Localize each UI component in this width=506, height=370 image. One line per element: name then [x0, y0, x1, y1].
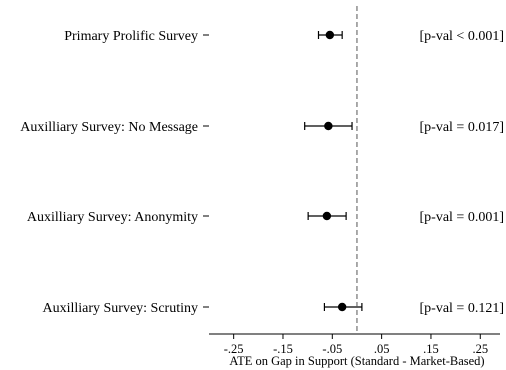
estimate-row: Auxilliary Survey: Anonymity [p-val = 0.0…	[27, 210, 504, 225]
p-value-label: [p-val = 0.121]	[420, 301, 505, 316]
x-tick-label: .05	[374, 342, 390, 356]
x-tick-label: .25	[472, 342, 488, 356]
x-tick-label: -.25	[224, 342, 244, 356]
point-estimate	[325, 30, 335, 40]
x-tick-label: .15	[423, 342, 439, 356]
category-label: Auxilliary Survey: Scrutiny	[42, 301, 198, 316]
estimate-row: Auxilliary Survey: Scrutiny [p-val = 0.12…	[42, 301, 504, 316]
point-estimate	[337, 302, 347, 312]
point-estimate	[322, 211, 332, 221]
x-axis-label: ATE on Gap in Support (Standard - Market…	[229, 354, 484, 368]
estimate-row: Auxilliary Survey: No Message [p-val = 0.…	[20, 120, 504, 135]
p-value-label: [p-val < 0.001]	[420, 29, 505, 44]
p-value-label: [p-val = 0.001]	[420, 210, 505, 225]
x-axis-ticks: -.25 -.15 -.05 .05 .15 .25	[224, 334, 488, 356]
x-tick-label: -.15	[273, 342, 293, 356]
category-label: Auxilliary Survey: Anonymity	[27, 210, 198, 225]
p-value-label: [p-val = 0.017]	[420, 120, 505, 135]
category-label: Primary Prolific Survey	[64, 29, 198, 44]
point-estimate	[324, 121, 333, 131]
x-tick-label: -.05	[322, 342, 342, 356]
plot-rows: Primary Prolific Survey [p-val < 0.001] Au…	[20, 29, 504, 316]
category-label: Auxilliary Survey: No Message	[20, 120, 198, 135]
estimate-row: Primary Prolific Survey [p-val < 0.001]	[64, 29, 504, 44]
